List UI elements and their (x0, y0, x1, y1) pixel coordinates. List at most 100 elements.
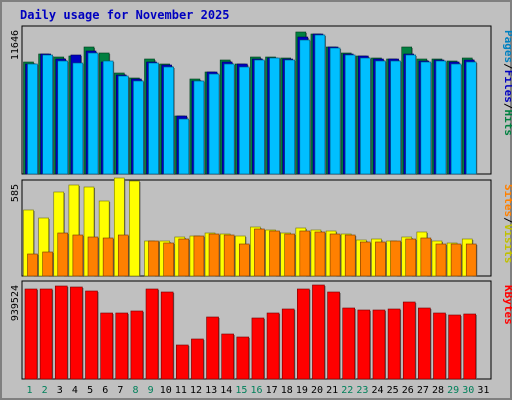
bar-pages-day-8 (133, 80, 144, 175)
x-tick-label: 11 (175, 385, 187, 396)
x-tick-label: 1 (27, 385, 33, 396)
bar-pages-day-18 (284, 59, 295, 175)
bar-kbytes-day-12 (191, 338, 204, 380)
bar-pages-day-5 (87, 52, 99, 175)
bar-pages-day-29 (450, 63, 462, 175)
bar-pages-day-1 (27, 63, 38, 175)
bar-sites-day-18 (284, 233, 295, 277)
bar-sites-day-24 (375, 241, 386, 277)
bar-kbytes-day-24 (372, 309, 386, 380)
bar-sites-day-1 (27, 253, 38, 277)
x-tick-label: 8 (132, 385, 138, 396)
x-tick-label: 14 (220, 385, 232, 396)
x-tick-label: 27 (417, 385, 429, 396)
bar-kbytes-day-30 (463, 313, 477, 380)
bar-pages-day-11 (178, 118, 190, 175)
bar-kbytes-day-23 (357, 309, 371, 380)
bar-pages-day-17 (269, 57, 280, 175)
bar-kbytes-day-18 (281, 308, 295, 380)
bar-pages-day-6 (102, 60, 114, 175)
bar-kbytes-day-2 (39, 288, 53, 380)
bar-kbytes-day-25 (387, 308, 401, 380)
bar-kbytes-day-29 (448, 314, 461, 380)
x-tick-label: 22 (341, 385, 353, 396)
bar-sites-day-13 (208, 233, 220, 277)
bar-pages-day-21 (329, 47, 341, 175)
bar-kbytes-day-16 (251, 317, 265, 380)
series-sites (27, 228, 478, 277)
x-tick-label: 3 (57, 385, 63, 396)
bar-pages-day-10 (163, 66, 174, 175)
bar-pages-day-4 (72, 62, 84, 175)
panel-max-label: 11646 (10, 30, 21, 60)
panel-max-label: 585 (10, 184, 21, 202)
bar-pages-day-30 (465, 61, 477, 175)
bar-pages-day-27 (420, 61, 432, 175)
legend-entry: / (502, 63, 512, 70)
x-tick-label: 5 (87, 385, 93, 396)
chart-title: Daily usage for November 2025 (20, 8, 230, 22)
bar-sites-day-30 (465, 243, 477, 277)
bar-sites-day-5 (87, 236, 99, 277)
x-tick-label: 15 (235, 385, 247, 396)
bar-pages-day-19 (299, 39, 311, 175)
bar-sites-day-14 (223, 234, 235, 277)
bar-sites-day-19 (299, 230, 311, 277)
bar-sites-day-20 (314, 231, 326, 277)
bar-kbytes-day-6 (100, 312, 113, 380)
bar-kbytes-day-27 (418, 307, 431, 380)
bar-pages-day-14 (223, 63, 235, 175)
bar-pages-day-12 (193, 80, 205, 175)
bar-pages-day-2 (42, 54, 53, 175)
legend-entry: / (502, 217, 512, 224)
bar-sites-day-23 (360, 241, 371, 277)
x-tick-label: 18 (281, 385, 293, 396)
panel-max-label: 939524 (10, 285, 21, 321)
bar-sites-day-28 (435, 243, 447, 277)
x-tick-label: 25 (387, 385, 399, 396)
bar-sites-day-11 (178, 238, 190, 277)
bar-pages-day-23 (360, 57, 371, 175)
bar-pages-day-22 (344, 54, 356, 175)
bar-sites-day-26 (405, 238, 417, 277)
bar-sites-day-12 (193, 235, 205, 277)
legend-entry: Visits (502, 224, 512, 264)
bar-kbytes-day-28 (433, 312, 446, 380)
bar-sites-day-6 (102, 237, 114, 277)
bar-kbytes-day-22 (342, 307, 356, 380)
bar-kbytes-day-8 (130, 310, 144, 380)
x-tick-label: 7 (117, 385, 123, 396)
bar-sites-day-10 (163, 242, 174, 277)
bar-kbytes-day-7 (115, 312, 129, 380)
bar-sites-day-22 (344, 234, 356, 277)
x-tick-label: 16 (250, 385, 262, 396)
x-tick-label: 12 (190, 385, 202, 396)
x-tick-label: 2 (42, 385, 48, 396)
bar-sites-day-15 (239, 243, 250, 277)
bar-kbytes-day-20 (312, 284, 325, 380)
bar-pages-day-24 (375, 60, 386, 175)
bar-kbytes-day-3 (54, 285, 68, 380)
bar-sites-day-4 (72, 234, 84, 277)
bar-sites-day-9 (148, 240, 159, 277)
bar-kbytes-day-14 (221, 333, 234, 380)
x-tick-label: 4 (72, 385, 78, 396)
bar-sites-day-2 (42, 251, 53, 277)
bar-kbytes-day-5 (85, 290, 98, 380)
bar-pages-day-7 (117, 75, 129, 175)
bar-pages-day-20 (314, 34, 326, 175)
x-tick-label: 31 (477, 385, 489, 396)
panel-visits-sites: 585 Sites/Visits (10, 177, 512, 277)
x-tick-label: 9 (148, 385, 154, 396)
x-tick-label: 29 (447, 385, 459, 396)
bar-sites-day-3 (57, 232, 69, 277)
bar-pages-day-3 (57, 60, 69, 175)
bar-pages-day-26 (405, 54, 417, 175)
bar-sites-day-25 (390, 240, 401, 277)
x-tick-label: 6 (102, 385, 108, 396)
bar-kbytes-day-10 (160, 291, 174, 380)
bar-kbytes-day-9 (145, 288, 159, 380)
bar-pages-day-15 (239, 66, 250, 175)
